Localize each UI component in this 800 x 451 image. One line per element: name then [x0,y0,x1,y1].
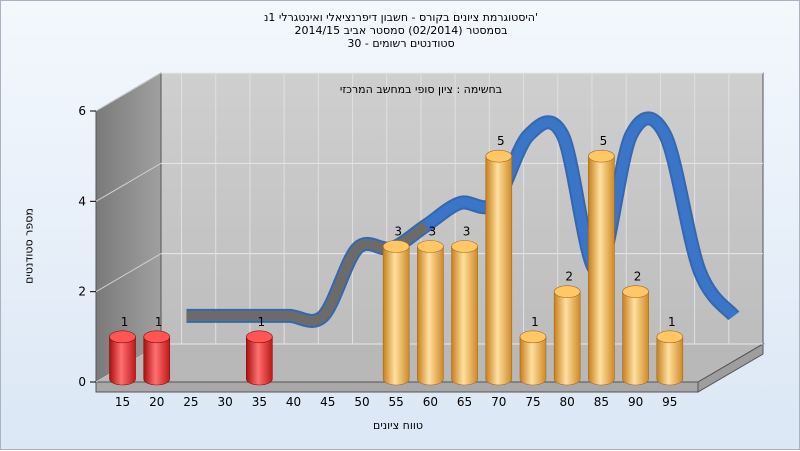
x-tick-label: 40 [286,395,301,409]
bar-85: 5 [588,134,615,386]
bar-60: 3 [417,225,444,386]
bar-value-label: 1 [258,315,266,329]
bar-top [656,330,684,344]
bar-body [553,291,581,386]
bar-value-label: 2 [565,270,573,284]
bar-top [451,240,478,253]
x-tick-label: 15 [115,395,130,409]
bar-top [246,330,273,344]
x-tick-label: 65 [457,395,472,409]
bar-top [417,240,444,253]
bars: 1 1 1 3 3 3 5 1 2 5 2 1 [109,134,684,386]
bar-15: 1 [109,315,136,386]
x-axis-label: טווח ציונים [373,419,423,432]
bar-value-label: 5 [600,134,608,148]
bar-value-label: 3 [463,225,471,239]
bar-body [519,336,547,386]
bar-value-label: 1 [155,315,163,329]
x-tick-label: 35 [252,395,267,409]
bar-body [451,246,478,386]
bar-body [588,155,615,386]
bar-top [553,285,581,298]
bar-value-label: 3 [394,225,402,239]
y-axis-label: מספר סטודנטים [22,208,36,284]
x-tick-label: 60 [423,395,438,409]
bar-95: 1 [656,315,684,386]
bar-top [143,330,171,344]
bar-value-label: 1 [121,315,129,329]
bar-70: 5 [485,134,513,386]
y-tick-label: 2 [78,285,86,299]
title-line-2: בסמסטר (02/2014) סמסטר אביב 2014/15 [294,24,508,37]
bar-body [109,336,136,386]
bar-body [382,246,410,386]
x-tick-label: 85 [594,395,609,409]
y-tick-label: 0 [78,375,86,389]
bar-body [246,336,273,386]
bar-body [656,336,684,386]
bar-body [143,336,171,386]
gridline-side [95,253,162,293]
bar-body [417,246,444,386]
bar-value-label: 1 [531,315,539,329]
bar-body [622,291,649,386]
bar-top [622,285,649,298]
bar-65: 3 [451,225,478,386]
chart-subtitle: בחשימה : ציון סופי במחשב המרכזי [340,83,502,96]
x-tick-label: 25 [183,395,198,409]
gridline-side [95,72,162,112]
x-tick-label: 95 [662,395,677,409]
x-tick-label: 45 [320,395,335,409]
bar-20: 1 [143,315,171,386]
x-tick-label: 50 [354,395,369,409]
x-tick-label: 20 [149,395,164,409]
bar-value-label: 5 [497,134,505,148]
bar-value-label: 1 [668,315,676,329]
bar-top [485,149,513,163]
x-tick-label: 70 [491,395,506,409]
bar-value-label: 3 [429,225,437,239]
x-tick-label: 55 [389,395,404,409]
bar-value-label: 2 [634,270,642,284]
chart-title: היסטוגרמת ציונים בקורס - חשבון דיפרנציאל… [1,11,800,50]
title-line-3: סטודנטים רשומים - 30 [347,37,455,50]
bar-90: 2 [622,270,649,386]
title-line-1: היסטוגרמת ציונים בקורס - חשבון דיפרנציאל… [263,11,539,24]
x-tick-label: 75 [525,395,540,409]
y-tick-label: 6 [78,104,86,118]
bar-35: 1 [246,315,273,386]
x-tick-label: 30 [217,395,232,409]
bar-top [588,149,615,163]
bar-top [109,330,136,344]
y-tick-label: 4 [78,194,86,208]
bar-80: 2 [553,270,581,386]
bar-top [382,240,410,253]
bar-top [519,330,547,344]
bar-body [485,155,513,386]
x-tick-label: 80 [560,395,575,409]
gridline-side [95,162,162,202]
bar-75: 1 [519,315,547,386]
bar-55: 3 [382,225,410,386]
x-tick-label: 90 [628,395,643,409]
